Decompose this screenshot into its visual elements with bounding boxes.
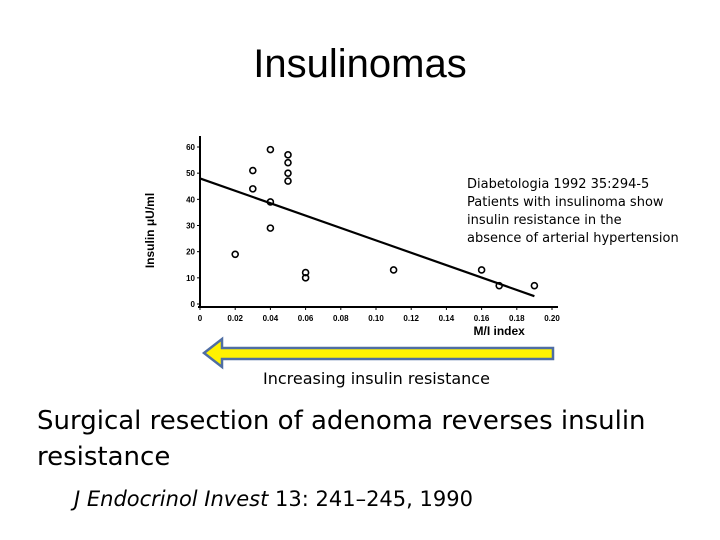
note-line: insulin resistance in the xyxy=(467,213,622,228)
y-tick-label: 0 xyxy=(191,300,196,309)
data-point xyxy=(266,224,275,232)
reference-text: J Endocrinol Invest 13: 241–245, 1990 xyxy=(74,487,473,511)
data-point xyxy=(389,266,398,274)
data-point xyxy=(284,158,292,167)
y-axis-label: Insulin μU/ml xyxy=(143,193,157,268)
data-point xyxy=(495,281,504,290)
x-tick-label: 0.20 xyxy=(544,314,560,323)
x-tick-label: 0.16 xyxy=(474,314,490,323)
y-tick-label: 50 xyxy=(186,169,195,178)
x-tick-label: 0.14 xyxy=(439,314,455,323)
y-tick-label: 40 xyxy=(186,195,195,204)
left-arrow xyxy=(201,336,555,370)
trend-line xyxy=(199,177,535,298)
y-tick-label: 60 xyxy=(186,143,195,152)
x-tick-label: 0.02 xyxy=(227,314,243,323)
x-tick-label: 0.06 xyxy=(298,314,314,323)
data-point xyxy=(284,151,292,159)
y-tick-label: 30 xyxy=(186,222,195,231)
reference-details: 13: 241–245, 1990 xyxy=(268,487,473,511)
data-point xyxy=(249,185,257,193)
x-axis-label: M/I index xyxy=(474,324,526,338)
citation-note: Diabetologia 1992 35:294-5 Patients with… xyxy=(467,176,717,248)
arrow-caption: Increasing insulin resistance xyxy=(263,369,490,388)
arrow-shape xyxy=(201,336,555,370)
x-tick-label: 0.04 xyxy=(263,314,279,323)
data-point xyxy=(249,166,257,175)
statement-text: Surgical resection of adenoma reverses i… xyxy=(37,406,646,472)
note-line: absence of arterial hypertension xyxy=(467,231,679,246)
data-point xyxy=(266,198,275,206)
data-point xyxy=(284,177,292,185)
journal-name: J Endocrinol Invest xyxy=(74,487,269,511)
scatter-chart: 0 10 20 30 40 50 60 0 0.02 0.04 0.06 0.08 0.10 0.12 0.… xyxy=(143,136,560,338)
slide-title: Insulinomas xyxy=(253,42,467,86)
data-point xyxy=(301,274,310,282)
note-line: Patients with insulinoma show xyxy=(467,195,664,210)
note-line: Diabetologia 1992 35:294-5 xyxy=(467,177,650,192)
data-point xyxy=(284,169,292,177)
data-point xyxy=(266,145,275,154)
y-tick-label: 10 xyxy=(186,274,195,283)
x-tick-label: 0.12 xyxy=(403,314,419,323)
x-tick-label: 0.10 xyxy=(368,314,384,323)
data-point xyxy=(231,250,239,259)
y-tick-label: 20 xyxy=(186,248,195,257)
data-point xyxy=(477,266,486,274)
data-point xyxy=(530,281,539,290)
x-tick-label: 0.18 xyxy=(509,314,525,323)
x-tick-label: 0.08 xyxy=(333,314,349,323)
x-tick-label: 0 xyxy=(198,314,203,323)
